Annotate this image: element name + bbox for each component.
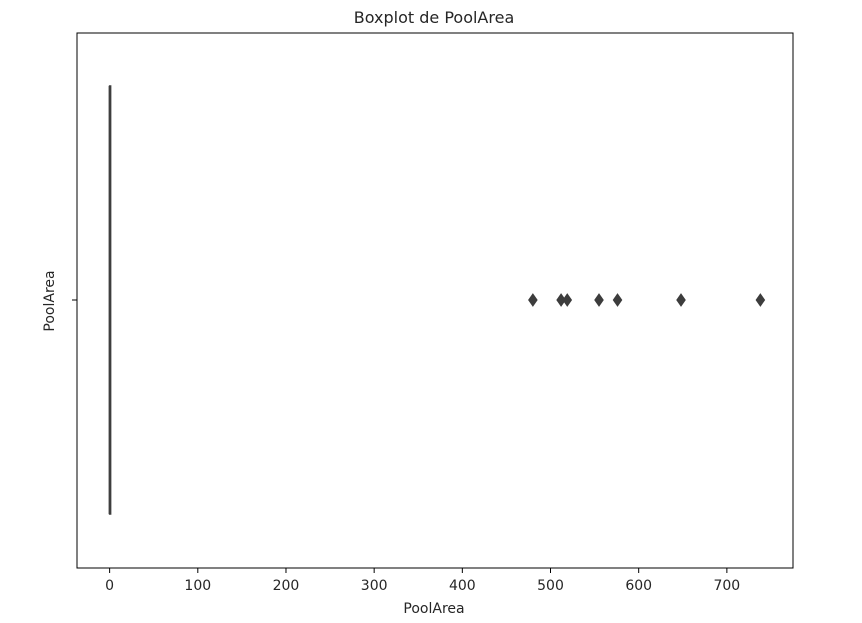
x-tick-label: 200 — [273, 578, 300, 594]
x-tick-label: 300 — [361, 578, 388, 594]
chart-title: Boxplot de PoolArea — [354, 8, 515, 27]
outlier-point — [676, 293, 686, 307]
x-tick-label: 400 — [449, 578, 476, 594]
outlier-point — [755, 293, 766, 307]
outlier-point — [594, 293, 604, 307]
x-axis-ticks: 0 100 200 300 400 500 600 700 — [105, 568, 740, 594]
x-tick-label: 700 — [713, 578, 740, 594]
y-axis-label: PoolArea — [42, 270, 58, 331]
plot-frame — [76, 32, 794, 569]
x-tick-label: 100 — [184, 578, 211, 594]
x-tick-label: 600 — [625, 578, 652, 594]
x-axis-label: PoolArea — [403, 601, 464, 617]
outlier-group — [528, 293, 766, 307]
outlier-point — [528, 293, 538, 307]
outlier-point — [562, 293, 573, 307]
box-group — [108, 85, 112, 515]
outlier-point — [612, 293, 623, 307]
x-tick-label: 500 — [537, 578, 564, 594]
x-tick-label: 0 — [105, 578, 114, 594]
